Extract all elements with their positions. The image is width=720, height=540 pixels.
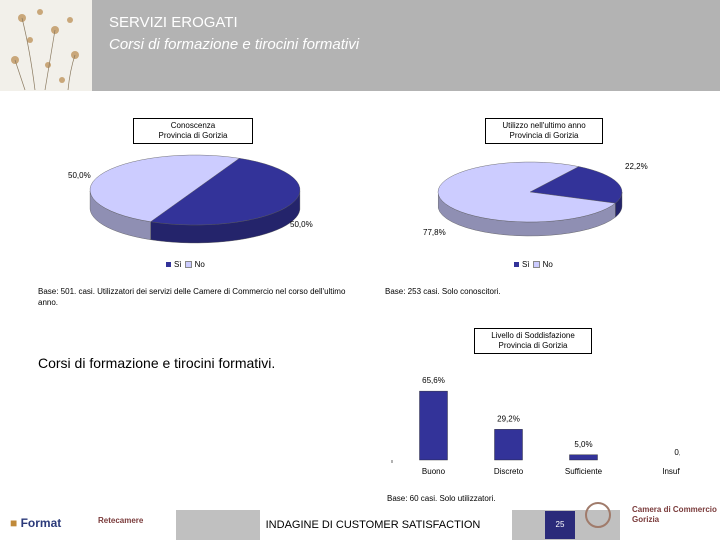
chart1-base-note: Base: 501. casi. Utilizzatori dei serviz… — [38, 287, 346, 307]
bar-value-label: 29,2% — [497, 414, 520, 423]
legend-swatch-si — [166, 262, 171, 267]
camera-commercio-logo: Camera di Commercio Gorizia — [632, 505, 717, 524]
pie-chart-utilizzo — [437, 161, 623, 237]
pie-slice-0 — [150, 158, 301, 226]
pie-slice-0 — [529, 166, 623, 204]
footer-center-box — [260, 510, 512, 540]
bar-discreto — [494, 429, 523, 461]
header-decoration-image — [0, 0, 92, 91]
bar-value-label: 0,0% — [674, 448, 680, 457]
bar-category-label: Sufficiente — [565, 467, 603, 476]
chart3-title: Livello di Soddisfazione Provincia di Go… — [474, 328, 592, 354]
seal-icon — [585, 502, 611, 528]
legend-label-no: No — [194, 260, 205, 269]
footer-text: INDAGINE DI CUSTOMER SATISFACTION — [265, 519, 481, 531]
page-subtitle: Corsi di formazione e tirocini formativi — [109, 36, 360, 53]
bar-value-label: 65,6% — [422, 376, 445, 385]
page-number: 25 — [545, 511, 575, 539]
legend-swatch-no — [184, 261, 192, 268]
legend-swatch-si — [514, 262, 519, 267]
format-logo-text: Format — [20, 516, 62, 530]
pie-slice-1 — [89, 154, 240, 222]
chart2-label-no: 77,8% — [423, 228, 446, 237]
chart1-label-no: 50,0% — [68, 171, 91, 180]
legend-label-no: No — [542, 260, 553, 269]
bar-category-label: Buono — [422, 467, 446, 476]
chart2-title: Utilizzo nell'ultimo anno Provincia di G… — [485, 118, 603, 144]
chart2-label-si: 22,2% — [625, 162, 648, 171]
bar-sufficiente — [569, 454, 598, 461]
chart3-base-note: Base: 60 casi. Solo utilizzatori. — [387, 494, 496, 503]
bar-category-label: Insufficiente — [662, 467, 680, 476]
chart1-title: Conoscenza Provincia di Gorizia — [133, 118, 253, 144]
body-text: Corsi di formazione e tirocini formativi… — [38, 355, 276, 371]
legend-label-si: Sì — [522, 260, 530, 269]
format-logo: ■ Format — [10, 516, 62, 530]
pie-slice-1 — [437, 161, 616, 223]
chart2-base-note: Base: 253 casi. Solo conoscitori. — [385, 287, 501, 296]
retecamere-logo: Retecamere — [98, 516, 144, 525]
bar-chart-soddisfazione: 65,6% Buono 29,2% Discreto 5,0% Sufficiente 0,… — [391, 376, 680, 476]
chart2-legend: Sì No — [514, 260, 553, 269]
chart1-legend: Sì No — [166, 260, 205, 269]
header-bar: SERVIZI EROGATI Corsi di formazione e ti… — [0, 0, 720, 91]
chart1-label-si: 50,0% — [290, 220, 313, 229]
bar-value-label: 5,0% — [574, 440, 592, 449]
pie-chart-conoscenza — [89, 154, 301, 244]
bar-buono — [419, 390, 448, 461]
legend-swatch-no — [532, 261, 540, 268]
bar-category-label: Discreto — [494, 467, 524, 476]
page-title: SERVIZI EROGATI — [109, 14, 238, 31]
legend-label-si: Sì — [174, 260, 182, 269]
